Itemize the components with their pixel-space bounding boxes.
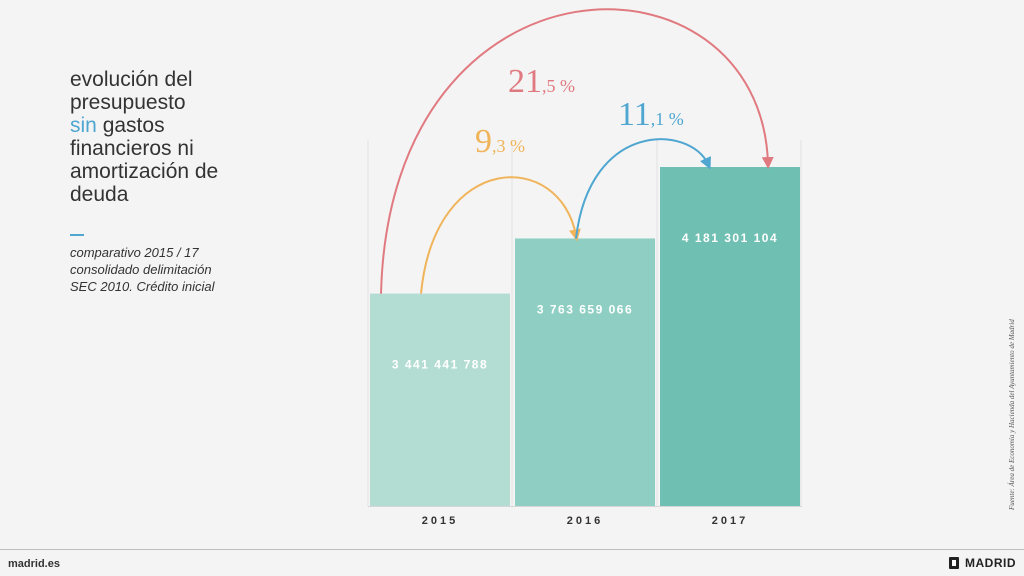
bar-value-label: 3 441 441 788 (392, 358, 488, 372)
subtitle-line: comparativo 2015 / 17 (70, 245, 199, 260)
growth-arrow (575, 138, 711, 239)
bar-2017 (660, 167, 800, 506)
title-line: sin gastos (70, 114, 250, 137)
footer-divider (0, 549, 1024, 550)
subtitle-line: SEC 2010. Crédito inicial (70, 279, 215, 294)
title-line-rest: gastos (96, 114, 165, 137)
growth-label: 21,5 % (508, 63, 575, 100)
growth-arrow (380, 8, 774, 294)
bar-2015 (370, 293, 510, 506)
title-line: evolución del (70, 68, 193, 91)
chart-title: evolución del presupuesto sin gastos fin… (70, 68, 250, 206)
growth-arrow (420, 176, 581, 294)
chart-subtitle: comparativo 2015 / 17 consolidado delimi… (70, 244, 270, 295)
bar-2016 (515, 238, 655, 506)
title-line: deuda (70, 183, 129, 206)
title-line: presupuesto (70, 91, 186, 114)
subtitle-line: consolidado delimitación (70, 262, 212, 277)
x-tick-label: 2016 (567, 515, 603, 527)
title-highlight: sin (70, 114, 97, 137)
footer-website-link[interactable]: madrid.es (8, 558, 60, 570)
bar-value-label: 4 181 301 104 (682, 231, 778, 245)
growth-label: 11,1 % (618, 96, 684, 133)
title-divider (70, 234, 84, 236)
footer-brand: MADRID (949, 556, 1016, 570)
madrid-logo-icon (949, 557, 959, 569)
brand-name: MADRID (965, 556, 1016, 570)
x-tick-label: 2017 (712, 515, 748, 527)
title-line: amortización de (70, 160, 219, 183)
title-line: financieros ni (70, 137, 194, 160)
bar-value-label: 3 763 659 066 (537, 302, 633, 316)
x-tick-label: 2015 (422, 515, 458, 527)
growth-label: 9,3 % (475, 123, 525, 160)
